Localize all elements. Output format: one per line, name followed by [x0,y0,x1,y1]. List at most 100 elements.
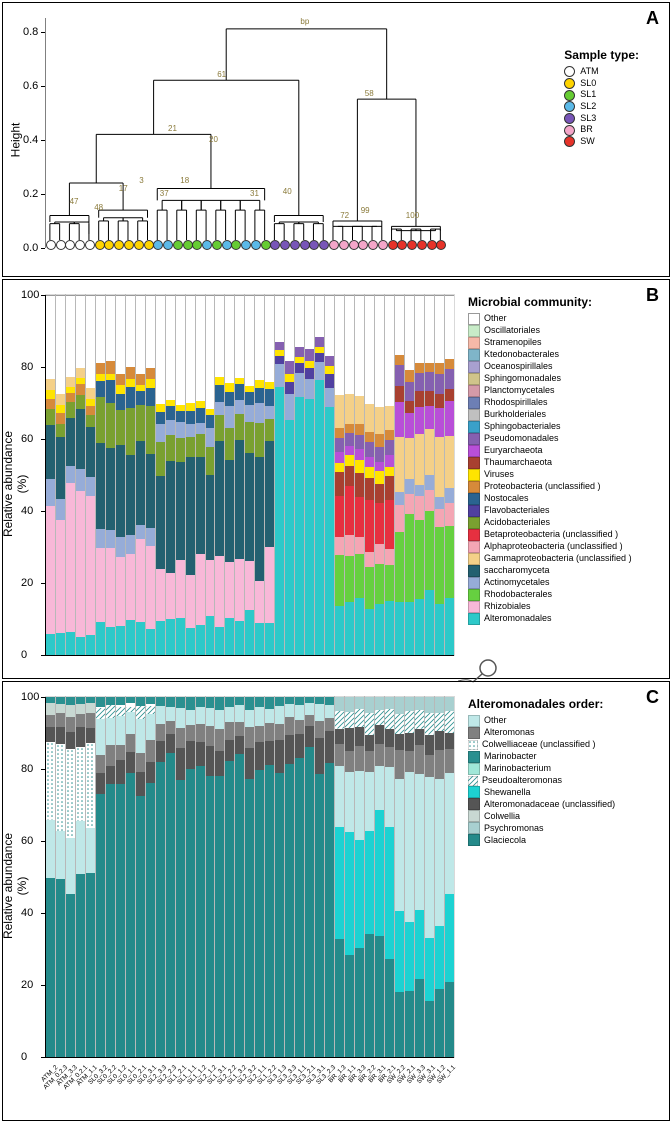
bar-segment [345,535,354,556]
bar-segment [415,710,424,729]
bar-segment [375,936,384,1057]
bar-segment [435,697,444,713]
bar-column [275,697,284,1057]
bar-column [146,295,155,655]
bar-segment [196,401,205,408]
bar-segment [335,496,344,537]
legend-swatch [468,469,480,481]
bar-segment [96,443,105,530]
bar-segment [156,621,165,655]
legend-label: Gammaproteobacteria (unclassified ) [484,553,632,565]
bar-segment [96,719,105,755]
bar-segment [196,434,205,457]
bar-segment [285,717,294,735]
legend-item: Acidobacteriales [468,517,663,529]
bar-segment [136,772,145,796]
bar-segment [405,295,414,370]
bar-segment [166,619,175,655]
bar-segment [76,409,85,469]
node-label: 20 [209,135,218,144]
legend-item: Betaproteobacteria (unclassified ) [468,529,663,541]
dendro-leaf [241,240,251,250]
bar-segment [345,602,354,655]
bar-segment [146,368,155,379]
bar-segment [325,366,334,374]
legend-item: Psychromonas [468,822,663,834]
bar-segment [215,377,224,386]
bar-segment [415,295,424,363]
bar-segment [385,455,394,467]
bar-segment [335,766,344,826]
ytick-label: 20 [21,577,33,589]
bar-segment [126,554,135,621]
bar-segment [345,955,354,1057]
legend-label: Rhizobiales [484,601,531,613]
bar-segment [425,755,434,777]
bar-segment [305,399,314,655]
bar-segment [385,729,394,747]
ytick-label: 0.0 [23,242,38,254]
legend-swatch [564,113,575,124]
bar-column [375,295,384,655]
legend-label: ATM [580,66,598,78]
legend-item: Marinobacterium [468,763,663,775]
bar-segment [335,537,344,555]
bar-segment [425,295,434,364]
bar-segment [215,627,224,655]
bar-segment [126,712,135,734]
legend-item: Burkholderiales [468,409,663,421]
legend-swatch [564,136,575,147]
bar-segment [365,934,374,1057]
bar-segment [156,762,165,1057]
bar-segment [445,436,454,488]
panel-b-legend: Microbial community: OtherOscillatoriale… [468,295,663,625]
bar-segment [265,406,274,420]
node-label: 48 [94,203,103,212]
bar-segment [445,982,454,1057]
bar-column [445,697,454,1057]
bar-segment [56,831,65,880]
bar-segment [96,374,105,381]
bar-column [96,295,105,655]
bar-segment [126,387,135,408]
bar-column [156,295,165,655]
ytick-label: 0.4 [23,134,38,146]
panel-a-label: A [646,8,659,29]
bar-segment [355,697,364,709]
bar-segment [206,697,215,708]
bar-segment [196,697,205,707]
bar-segment [166,721,175,734]
bar-segment [96,622,105,655]
bar-segment [425,713,434,735]
bar-segment [255,742,264,770]
bar-segment [355,554,364,597]
bar-segment [275,295,284,342]
ytick-label: 60 [21,835,33,847]
bar-column [76,295,85,655]
panel-a-ytitle: Height [8,123,22,158]
bar-segment [405,711,414,733]
bar-segment [96,794,105,1057]
bar-segment [255,295,264,380]
bar-segment [415,774,424,910]
bar-segment [385,827,394,958]
legend-swatch [468,577,480,589]
bar-segment [196,707,205,724]
bar-segment [206,560,215,616]
dendro-leaf [339,240,349,250]
bar-segment [345,433,354,447]
bar-segment [46,715,55,728]
bar-segment [186,295,195,403]
bar-segment [136,405,145,441]
bar-segment [225,383,234,391]
bar-segment [46,379,55,390]
bar-column [325,697,334,1057]
bar-segment [46,634,55,655]
dendro-leaf [300,240,310,250]
node-label: 47 [70,197,79,206]
legend-item-sl3: SL3 [564,113,639,125]
bar-segment [385,747,394,767]
bar-column [66,295,75,655]
bar-segment [375,447,384,462]
legend-label: Flavobacteriales [484,505,550,517]
